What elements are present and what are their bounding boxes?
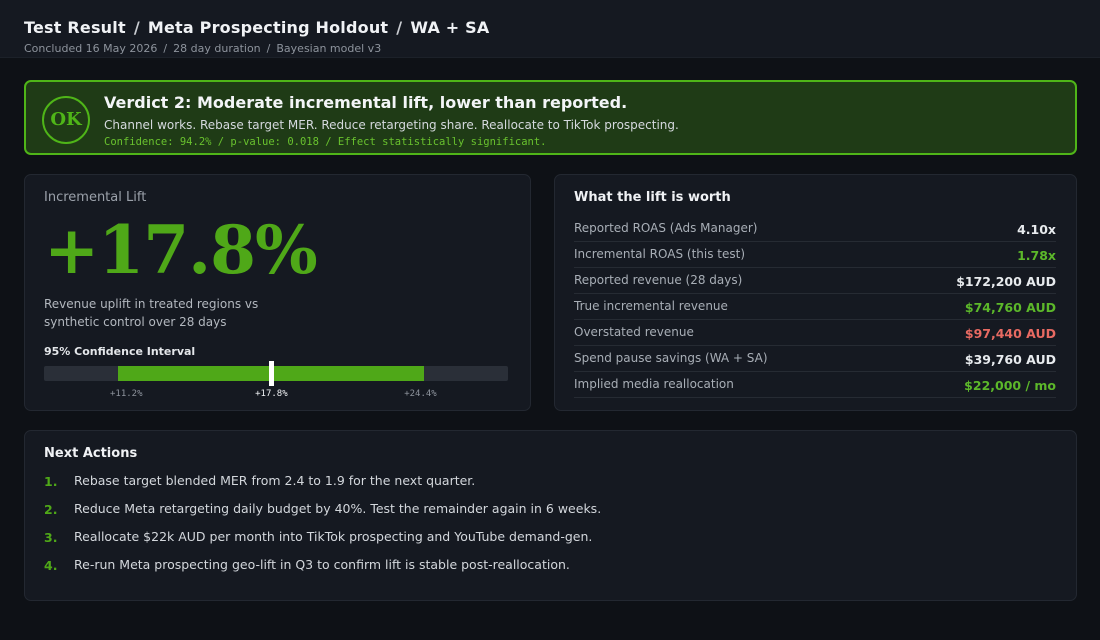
verdict-banner: OK Verdict 2: Moderate incremental lift,… [24,80,1077,155]
breadcrumb-separator: / [396,18,403,37]
concluded-date: Concluded 16 May 2026 [24,42,158,55]
breadcrumb-item-test-result[interactable]: Test Result [24,18,126,37]
worth-row-value: 4.10x [1017,222,1056,237]
incremental-lift-card: Incremental Lift +17.8% Revenue uplift i… [24,174,531,411]
worth-row-label: Reported revenue (28 days) [574,273,743,287]
worth-row-value: $97,440 AUD [964,326,1056,341]
worth-title: What the lift is worth [574,190,731,205]
worth-row: Reported ROAS (Ads Manager) 4.10x [574,216,1056,242]
worth-row: Overstated revenue $97,440 AUD [574,320,1056,346]
worth-row: Incremental ROAS (this test) 1.78x [574,242,1056,268]
worth-row-value: 1.78x [1017,248,1056,263]
worth-row-value: $74,760 AUD [964,300,1056,315]
test-meta: Concluded 16 May 2026 / 28 day duration / Ba… [24,42,1076,55]
worth-row-value: $39,760 AUD [964,352,1056,367]
breadcrumb-item-test-name[interactable]: Meta Prospecting Holdout [147,18,389,37]
action-text: Re-run Meta prospecting geo-lift in Q3 t… [74,557,570,572]
verdict-title: Verdict 2: Moderate incremental lift, lo… [104,93,628,112]
worth-table: Reported ROAS (Ads Manager) 4.10x Incremen… [574,216,1056,398]
worth-row-label: Incremental ROAS (this test) [574,247,746,261]
confidence-interval-bar [44,361,508,386]
actions-title: Next Actions [44,446,138,461]
worth-row: Reported revenue (28 days) $172,200 AUD [574,268,1056,294]
ci-high-label: +24.4% [404,389,437,399]
action-item: 2. Reduce Meta retargeting daily budget b… [44,501,1044,529]
point-estimate-marker [269,361,275,386]
breadcrumb: Test Result / Meta Prospecting Holdout / WA … [24,18,1076,37]
worth-row: Implied media reallocation $22,000 / mo [574,372,1056,398]
worth-row-label: Overstated revenue [574,325,694,339]
breadcrumb-item-region: WA + SA [410,18,490,37]
action-number: 4. [44,558,58,573]
worth-row: True incremental revenue $74,760 AUD [574,294,1056,320]
worth-row-label: Spend pause savings (WA + SA) [574,351,768,365]
action-number: 2. [44,502,58,517]
action-text: Reallocate $22k AUD per month into TikTo… [74,529,593,544]
duration: 28 day duration [173,42,261,55]
lift-description: Revenue uplift in treated regions vs syn… [44,297,259,329]
action-text: Rebase target blended MER from 2.4 to 1.… [74,473,476,488]
next-actions-card: Next Actions 1. Rebase target blended MER… [24,430,1077,601]
breadcrumb-separator: / [133,18,140,37]
actions-list: 1. Rebase target blended MER from 2.4 to … [44,473,1044,585]
lift-label: Incremental Lift [44,190,147,205]
ci-low-label: +11.2% [109,389,143,399]
worth-row-value: $22,000 / mo [964,378,1056,393]
meta-separator: / [163,42,168,55]
action-item: 1. Rebase target blended MER from 2.4 to … [44,473,1044,501]
worth-row-label: Implied media reallocation [574,377,734,391]
verdict-description: Channel works. Rebase target MER. Reduce… [104,118,679,132]
ci-label: 95% Confidence Interval [44,345,196,358]
worth-row: Spend pause savings (WA + SA) $39,760 AUD [574,346,1056,372]
meta-separator: / [266,42,271,55]
action-text: Reduce Meta retargeting daily budget by … [74,501,602,516]
page-header: Test Result / Meta Prospecting Holdout / WA … [0,0,1100,58]
worth-row-label: Reported ROAS (Ads Manager) [574,221,758,235]
ci-point-label: +17.8% [255,389,288,399]
action-item: 4. Re-run Meta prospecting geo-lift in Q3… [44,557,1044,585]
worth-row-label: True incremental revenue [574,299,728,313]
verdict-stats: Confidence: 94.2% / p-value: 0.018 / Eff… [104,136,547,148]
action-number: 3. [44,530,58,545]
worth-row-value: $172,200 AUD [956,274,1056,289]
model-version: Bayesian model v3 [276,42,382,55]
ok-badge-icon: OK [42,96,90,144]
lift-value-card: What the lift is worth Reported ROAS (Ad… [554,174,1077,411]
lift-value: +17.8% [44,211,318,289]
action-number: 1. [44,474,58,489]
action-item: 3. Reallocate $22k AUD per month into Tik… [44,529,1044,557]
